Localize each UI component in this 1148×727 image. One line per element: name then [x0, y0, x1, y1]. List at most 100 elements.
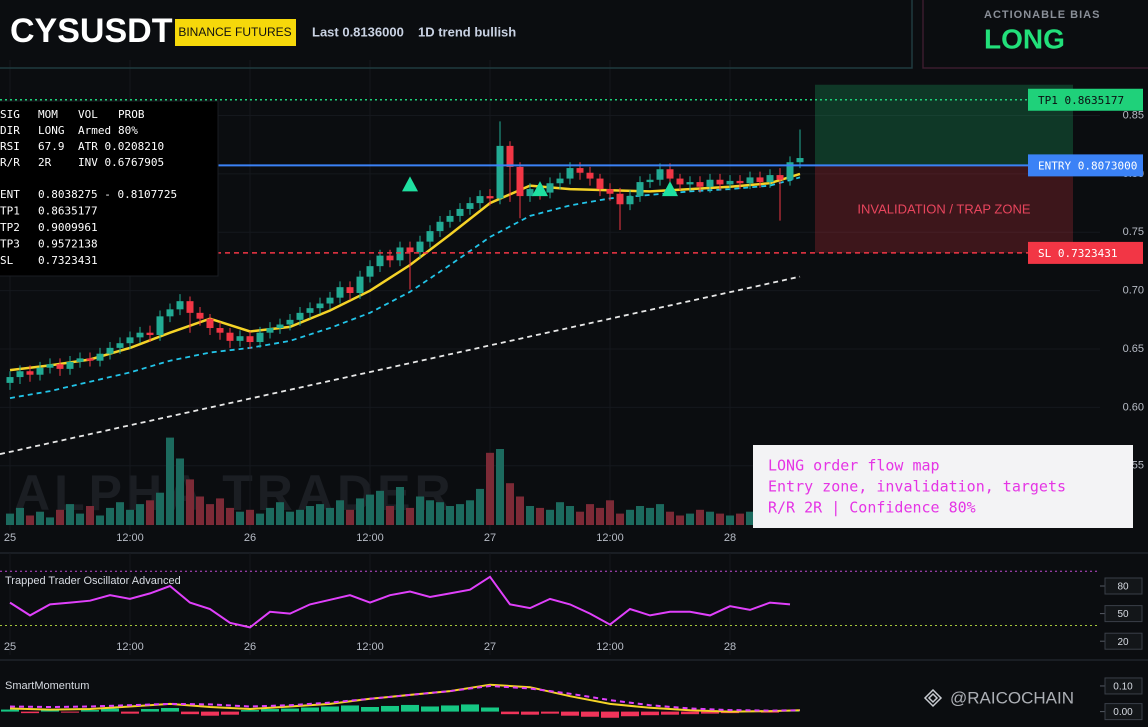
- volume-bar: [46, 517, 54, 525]
- candle-body: [636, 182, 644, 197]
- y-tick-label: 50: [1117, 609, 1129, 620]
- candle-body: [46, 364, 54, 368]
- candle-body: [26, 371, 34, 375]
- volume-bar: [206, 504, 214, 525]
- level-tag-label: TP1 0.8635177: [1038, 94, 1124, 107]
- x-tick-label: 25: [4, 532, 16, 544]
- exchange: BINANCE FUTURES: [178, 25, 291, 39]
- volume-bar: [376, 490, 384, 525]
- histogram-bar: [181, 711, 199, 715]
- info-cell: ENT: [0, 188, 20, 201]
- candle-body: [296, 312, 304, 320]
- candle-body: [506, 145, 514, 167]
- candle-body: [356, 276, 364, 293]
- histogram-bar: [101, 708, 119, 712]
- volume-bar: [166, 437, 174, 525]
- volume-bar: [596, 507, 604, 525]
- volume-bar: [386, 506, 394, 525]
- signal-marker: [402, 176, 418, 192]
- candle-body: [96, 353, 104, 361]
- bias-label: ACTIONABLE BIAS: [984, 9, 1100, 21]
- candle-body: [126, 337, 134, 344]
- candle-body: [156, 316, 164, 336]
- histogram-bar: [541, 711, 559, 714]
- info-cell: ATR 0.0208210: [78, 140, 164, 153]
- candle-body: [226, 332, 234, 341]
- x-tick-label: 25: [4, 641, 16, 653]
- volume-bar: [96, 515, 104, 525]
- candle-body: [446, 215, 454, 222]
- volume-bar: [66, 504, 74, 525]
- volume-bar: [56, 509, 64, 525]
- histogram-bar: [481, 707, 499, 712]
- volume-bar: [86, 506, 94, 525]
- info-cell: RSI: [0, 140, 20, 153]
- volume-bar: [746, 511, 754, 525]
- candle-body: [666, 169, 674, 179]
- info-cell: PROB: [118, 108, 145, 121]
- volume-bar: [146, 500, 154, 525]
- info-cell: MOM: [38, 108, 58, 121]
- y-tick-label: 0.85: [1123, 109, 1144, 121]
- candle-body: [406, 247, 414, 253]
- candle-body: [656, 169, 664, 180]
- info-cell: 0.9009961: [38, 221, 98, 234]
- series-line: [9, 575, 791, 629]
- candle-body: [286, 319, 294, 325]
- histogram-bar: [241, 710, 259, 712]
- histogram-bar: [121, 711, 139, 714]
- candle-body: [466, 203, 474, 209]
- y-tick-box: [1104, 632, 1143, 650]
- candle-body: [196, 312, 204, 319]
- volume-bar: [366, 494, 374, 525]
- candle-body: [746, 177, 754, 184]
- candle-body: [686, 182, 694, 185]
- volume-bar: [566, 506, 574, 525]
- candle-body: [76, 358, 84, 362]
- volume-bar: [316, 504, 324, 525]
- candle-body: [426, 231, 434, 242]
- volume-bar: [646, 507, 654, 525]
- candle-body: [146, 332, 154, 336]
- annotation-line: R/R 2R | Confidence 80%: [768, 499, 976, 517]
- histogram-bar: [161, 708, 179, 712]
- info-cell: 0.8635177: [38, 205, 98, 218]
- volume-bar: [266, 507, 274, 525]
- candle-body: [786, 162, 794, 180]
- candle-body: [176, 301, 184, 310]
- histogram-bar: [61, 711, 79, 713]
- volume-bar: [516, 496, 524, 525]
- level-value: 0.8635177: [1065, 94, 1125, 107]
- annotation-lines: LONG order flow map Entry zone, invalidat…: [768, 457, 1066, 517]
- histogram-bar: [501, 711, 519, 715]
- volume-bar: [256, 513, 264, 525]
- histogram-bar: [21, 711, 39, 714]
- candle-body: [116, 343, 124, 348]
- candle-body: [756, 177, 764, 183]
- candle-body: [266, 328, 274, 333]
- exchange-badge: [175, 19, 296, 46]
- volume-bar: [276, 502, 284, 525]
- indicator-line: [9, 176, 801, 399]
- plot-layer: 25 12:00 26 12:00 27 12:00 280.550.600.650.700…: [0, 60, 1148, 721]
- candle-body: [256, 332, 264, 343]
- level-value: 0.8073000: [1078, 159, 1138, 172]
- x-tick-label: 27: [484, 641, 496, 653]
- x-tick-label: 12:00: [116, 532, 144, 544]
- volume-bar: [606, 500, 614, 525]
- volume-bar: [426, 500, 434, 525]
- histogram-bar: [281, 708, 299, 712]
- volume-bar: [496, 449, 504, 525]
- y-tick-label: 0.75: [1123, 226, 1144, 238]
- candle-body: [456, 208, 464, 216]
- histogram-bar: [421, 706, 439, 712]
- level-tag-label: SL 0.7323431: [1038, 247, 1117, 260]
- y-tick-box: [1104, 605, 1143, 623]
- x-tick-label: 27: [484, 532, 496, 544]
- info-cell: INV 0.6767905: [78, 156, 164, 169]
- level-tag-label: ENTRY 0.8073000: [1038, 159, 1137, 172]
- candle-body: [326, 297, 334, 304]
- histogram-bar: [621, 711, 639, 717]
- histogram-bar: [381, 705, 399, 712]
